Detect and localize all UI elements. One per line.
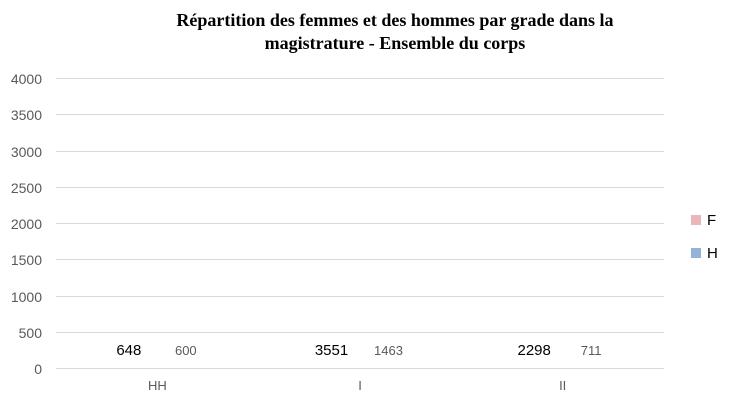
value-label-f: 2298 <box>517 341 551 359</box>
bar-with-label: 2298 <box>511 342 557 369</box>
gridline <box>56 78 664 79</box>
gridline <box>56 368 664 369</box>
legend-label-f: F <box>707 211 717 229</box>
value-label-h: 1463 <box>374 343 403 359</box>
y-axis: 0 500 1000 1500 2000 2500 3000 3500 4000 <box>0 71 42 377</box>
legend-swatch-h <box>691 248 701 258</box>
legend-entry-f: F <box>691 210 718 230</box>
y-axis-tick-label: 2000 <box>10 216 42 232</box>
x-axis-category-label: I <box>358 378 362 393</box>
plot-area: 648 600 HH 3551 1463 I 2298 711 II <box>56 78 664 393</box>
legend-entry-h: H <box>691 243 718 263</box>
y-axis-tick-label: 3500 <box>10 107 42 124</box>
x-axis-category-label: HH <box>147 378 167 393</box>
value-label-f: 3551 <box>314 341 349 359</box>
bar-with-label: 3551 <box>309 342 355 369</box>
gridline <box>56 223 664 224</box>
y-axis-tick-label: 2500 <box>10 179 42 196</box>
gridline <box>56 186 664 188</box>
y-axis-tick-label: 1500 <box>10 252 42 269</box>
category-group: 648 600 HH <box>56 79 259 393</box>
gridline <box>56 259 664 261</box>
y-axis-tick-label: 4000 <box>10 71 42 87</box>
value-label-h: 600 <box>174 343 197 359</box>
gridline <box>56 295 664 297</box>
value-label-h: 711 <box>580 343 602 359</box>
chart-title: Répartition des femmes et des hommes par… <box>176 10 614 53</box>
category-group: 3551 1463 I <box>259 79 462 393</box>
bar-with-label: 648 <box>106 342 152 369</box>
y-axis-tick-label: 0 <box>34 361 42 377</box>
y-axis-tick-label: 1000 <box>10 288 42 305</box>
bar-with-label: 600 <box>163 343 209 369</box>
x-axis-category-label: II <box>559 378 567 393</box>
y-axis-tick-label: 3000 <box>10 143 42 160</box>
value-label-f: 648 <box>116 341 142 359</box>
legend-label-h: H <box>707 244 718 262</box>
gridline <box>56 114 664 116</box>
category-group: 2298 711 II <box>461 79 664 393</box>
legend-swatch-f <box>691 215 701 225</box>
y-axis-tick-label: 500 <box>18 324 42 341</box>
bar-with-label: 1463 <box>366 343 412 369</box>
gridline <box>56 150 664 152</box>
bar-with-label: 711 <box>568 343 614 369</box>
bar-groups: 648 600 HH 3551 1463 I 2298 711 II <box>56 79 664 393</box>
gridline <box>56 331 664 333</box>
